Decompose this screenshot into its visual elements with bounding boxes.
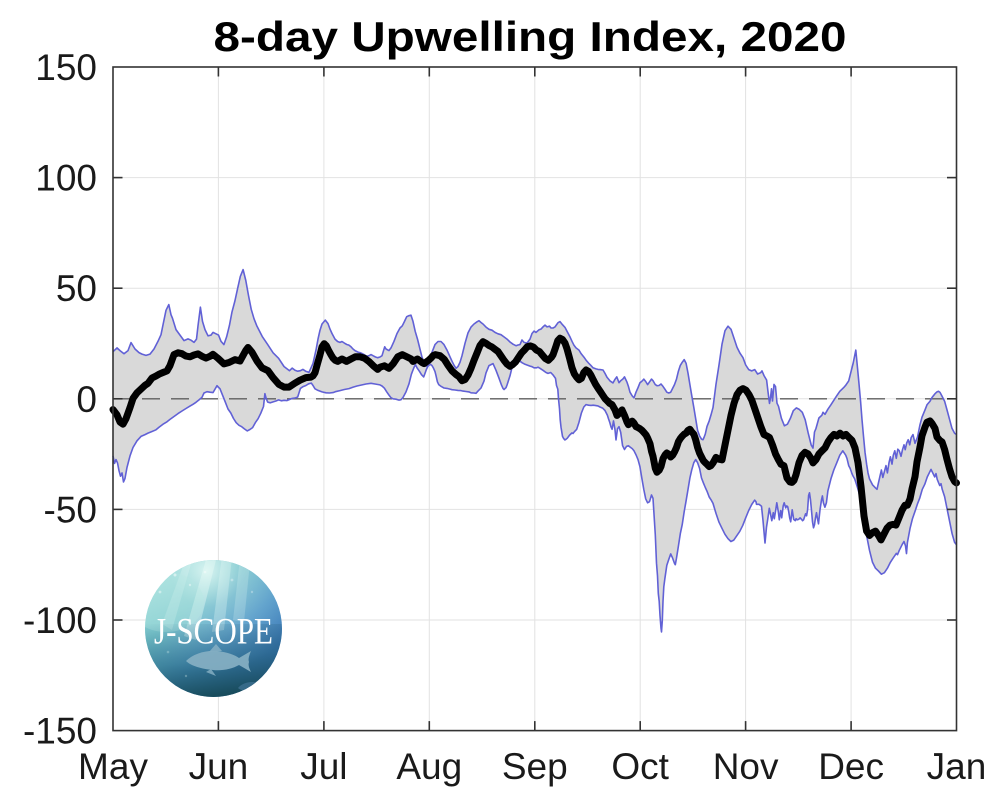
svg-text:Sep: Sep <box>502 746 568 787</box>
svg-text:Jan: Jan <box>927 746 987 787</box>
svg-text:8-day Upwelling Index, 2020: 8-day Upwelling Index, 2020 <box>214 13 847 60</box>
svg-text:Oct: Oct <box>611 746 669 787</box>
svg-text:50: 50 <box>56 268 97 309</box>
svg-text:J-SCOPE: J-SCOPE <box>154 611 273 652</box>
svg-text:0: 0 <box>76 379 97 420</box>
svg-text:-150: -150 <box>23 711 97 752</box>
svg-text:Jul: Jul <box>300 746 347 787</box>
svg-text:-50: -50 <box>44 489 97 530</box>
svg-text:Dec: Dec <box>818 746 884 787</box>
svg-text:100: 100 <box>35 158 97 199</box>
svg-text:-100: -100 <box>23 600 97 641</box>
svg-text:150: 150 <box>35 47 97 88</box>
svg-text:Nov: Nov <box>713 746 779 787</box>
svg-text:May: May <box>78 746 148 787</box>
svg-text:Jun: Jun <box>189 746 249 787</box>
svg-text:Aug: Aug <box>396 746 462 787</box>
